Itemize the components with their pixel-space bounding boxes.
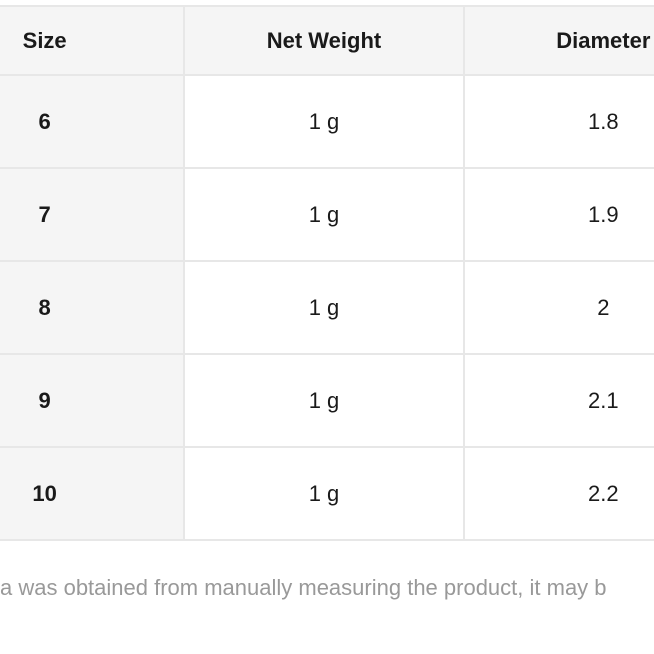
cell-diameter: 1.9: [462, 167, 654, 262]
spec-table: Size Net Weight Diameter 6 1 g 1.8 7 1 g…: [0, 5, 654, 541]
cell-net-weight: 1 g: [183, 167, 465, 262]
cell-size: 8: [0, 260, 186, 355]
table-row: 10 1 g 2.2: [0, 446, 654, 541]
cell-diameter: 2: [462, 260, 654, 355]
footnote: a was obtained from manually measuring t…: [0, 575, 607, 600]
cell-diameter: 1.8: [462, 74, 654, 169]
table-row: 6 1 g 1.8: [0, 74, 654, 169]
cell-net-weight: 1 g: [183, 74, 465, 169]
col-header-diameter: Diameter: [462, 5, 654, 76]
cell-net-weight: 1 g: [183, 446, 465, 541]
cell-diameter: 2.2: [462, 446, 654, 541]
table-row: 9 1 g 2.1: [0, 353, 654, 448]
cell-net-weight: 1 g: [183, 353, 465, 448]
table-row: 7 1 g 1.9: [0, 167, 654, 262]
col-header-net-weight: Net Weight: [183, 5, 465, 76]
cell-diameter: 2.1: [462, 353, 654, 448]
table-header-row: Size Net Weight Diameter: [0, 5, 654, 76]
cell-size: 7: [0, 167, 186, 262]
cell-size: 10: [0, 446, 186, 541]
cell-size: 9: [0, 353, 186, 448]
table-row: 8 1 g 2: [0, 260, 654, 355]
cell-net-weight: 1 g: [183, 260, 465, 355]
col-header-size: Size: [0, 5, 186, 76]
cell-size: 6: [0, 74, 186, 169]
